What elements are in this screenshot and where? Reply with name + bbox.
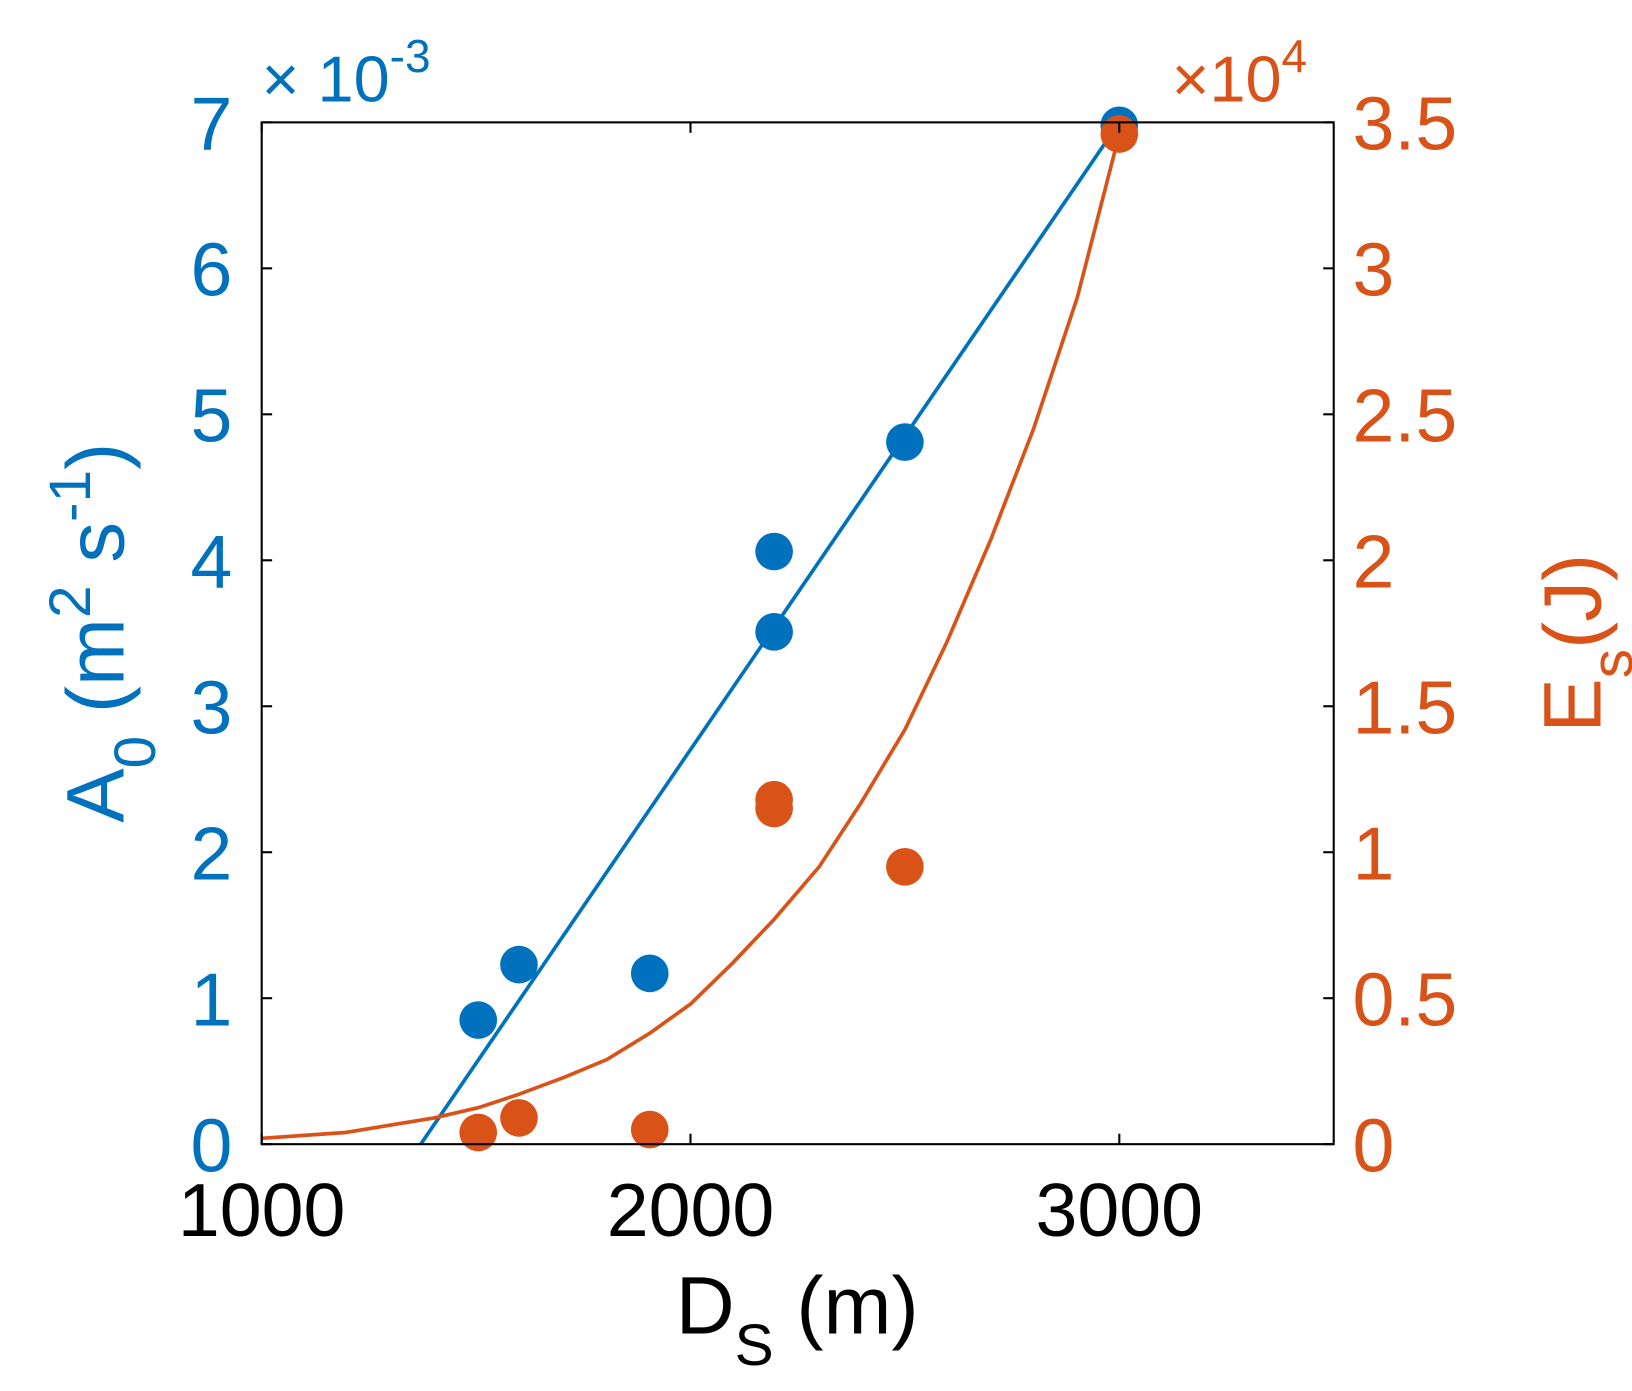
right-y-tick-label: 2	[1353, 519, 1395, 603]
right-y-tick-label: 1.5	[1353, 665, 1458, 749]
right-y-tick-label: 3	[1353, 228, 1395, 312]
left-y-tick-label: 1	[191, 957, 233, 1041]
es-fit-line	[261, 133, 1122, 1141]
es-data-point	[755, 789, 793, 828]
right-y-tick-label: 2.5	[1353, 374, 1458, 458]
left-y-tick-label: 6	[191, 228, 233, 312]
plot-marks	[261, 106, 1139, 1152]
left-y-tick-label: 2	[191, 811, 233, 895]
left-y-tick-label: 5	[191, 374, 233, 458]
left-y-tick-label: 0	[191, 1103, 233, 1187]
left-axis-multiplier: × 10-3	[262, 30, 431, 115]
a0-data-point	[500, 945, 538, 984]
left-y-tick-label: 4	[191, 519, 233, 603]
a0-data-point	[630, 954, 669, 993]
es-data-point	[630, 1110, 669, 1149]
left-y-tick-label: 3	[191, 665, 233, 749]
x-tick-label: 1000	[178, 1168, 346, 1252]
right-axis-multiplier: ×104	[1172, 30, 1308, 115]
x-tick-label: 2000	[607, 1168, 775, 1252]
es-data-point	[886, 848, 924, 886]
es-data-point	[459, 1113, 498, 1152]
right-y-tick-label: 0	[1353, 1103, 1395, 1187]
left-y-tick-label: 7	[191, 82, 233, 166]
axis-ticks: 1000 2000 3000 0 1 2 3 4 5 6 7 0 0.5 1 1.5 2 2.5 3 3.5	[178, 82, 1457, 1253]
a0-data-point	[755, 532, 793, 571]
x-axis-label: DS (m)	[676, 1260, 919, 1377]
right-y-tick-label: 1	[1353, 811, 1395, 895]
right-y-axis-label: Es(J)	[1527, 554, 1632, 733]
a0-data-point	[459, 1001, 498, 1039]
right-y-tick-label: 3.5	[1353, 82, 1458, 166]
es-data-point	[500, 1099, 538, 1137]
a0-data-point	[886, 423, 924, 461]
es-data-point	[1100, 115, 1139, 153]
x-tick-label: 3000	[1036, 1168, 1204, 1252]
a0-data-point	[755, 612, 793, 651]
left-y-axis-label: A0 (m2 s-1)	[38, 443, 168, 823]
plot-box	[260, 121, 1335, 1146]
right-y-tick-label: 0.5	[1353, 957, 1458, 1041]
